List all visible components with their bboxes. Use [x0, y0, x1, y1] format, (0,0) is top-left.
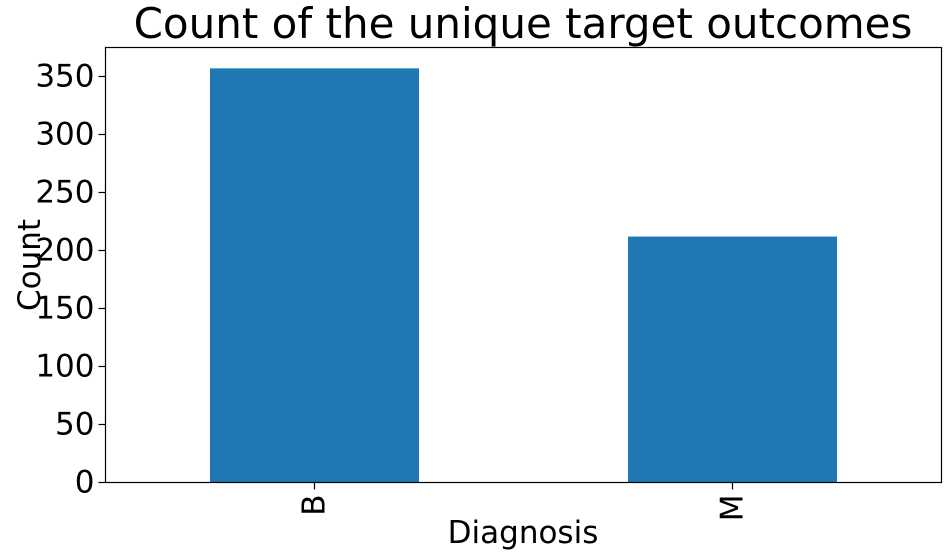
plot-frame — [104, 46, 943, 484]
y-tick-label-300: 300 — [35, 117, 94, 153]
y-tick-label-100: 100 — [35, 349, 94, 385]
y-tick-label-250: 250 — [35, 175, 94, 211]
y-axis-label: Count — [12, 219, 48, 311]
chart-title: Count of the unique target outcomes — [134, 0, 913, 48]
x-tick-label-M: M — [715, 495, 751, 522]
bar-M — [628, 236, 837, 483]
y-tick-label-50: 50 — [55, 407, 94, 443]
y-tick-label-0: 0 — [75, 465, 95, 501]
x-tick-label-B: B — [297, 495, 333, 516]
bar-B — [210, 68, 419, 483]
x-axis-label: Diagnosis — [448, 515, 599, 551]
plot-area — [210, 68, 837, 483]
y-tick-label-350: 350 — [35, 59, 94, 95]
y-tick-label-200: 200 — [35, 233, 94, 269]
y-tick-label-150: 150 — [35, 291, 94, 327]
